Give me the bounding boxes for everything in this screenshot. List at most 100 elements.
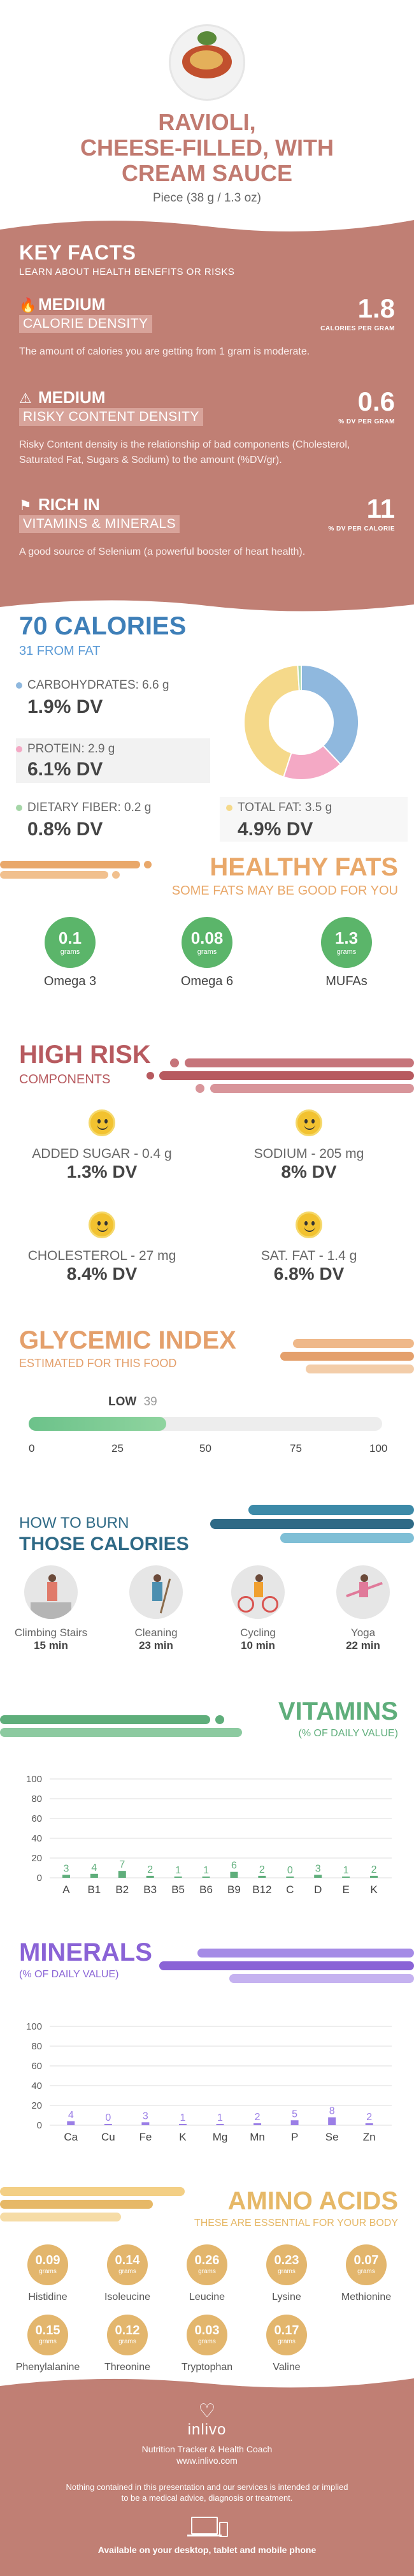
healthy-fats-section: HEALTHY FATS SOME FATS MAY BE GOOD FOR Y… <box>0 848 414 1001</box>
bar-value-label: 1 <box>175 1865 181 1876</box>
smiley-icon <box>89 1109 115 1136</box>
healthy-fats-title: HEALTHY FATS <box>210 853 398 881</box>
fact-value: 11 <box>366 494 395 523</box>
vitamins-title: VITAMINS <box>278 1697 398 1725</box>
burn-time: 10 min <box>241 1639 275 1651</box>
glycemic-ticks: 0 25 50 75 100 <box>29 1442 387 1455</box>
burn-title-2: THOSE CALORIES <box>19 1533 189 1555</box>
amino-grid: 0.09 grams Histidine 0.14 grams Isoleucine 0.2… <box>0 2244 414 2373</box>
minerals-subtitle: (% OF DAILY VALUE) <box>19 1969 119 1980</box>
bar <box>342 1877 350 1878</box>
x-tick-label: Fe <box>139 2131 152 2143</box>
risk-dv: 8% DV <box>281 1162 337 1182</box>
x-tick-label: K <box>370 1884 378 1896</box>
smiley-icon <box>296 1109 322 1136</box>
y-tick-label: 40 <box>31 2081 42 2091</box>
x-tick-label: B1 <box>87 1884 101 1896</box>
smiley-icon <box>89 1211 115 1238</box>
amino-circle: 0.14 grams <box>107 2244 148 2285</box>
burn-time: 23 min <box>139 1639 173 1651</box>
fact-unit: % DV PER GRAM <box>338 418 395 425</box>
bar <box>370 1875 378 1878</box>
amino-value: 0.09 <box>35 2253 61 2267</box>
carbs-dv: 1.9% DV <box>27 696 103 717</box>
cleaning-icon <box>129 1565 183 1619</box>
fact-calorie-density: 🔥 MEDIUM CALORIE DENSITY 1.8 CALORIES PE… <box>19 293 395 370</box>
amino-circle: 0.17 grams <box>266 2315 307 2355</box>
fiber-dv: 0.8% DV <box>27 819 103 840</box>
glycemic-fill <box>29 1417 167 1431</box>
bar <box>118 1871 126 1878</box>
bar-value-label: 1 <box>203 1865 209 1876</box>
x-tick-label: E <box>342 1884 349 1896</box>
risk-dv: 6.8% DV <box>273 1264 345 1284</box>
amino-unit: grams <box>278 2268 296 2275</box>
burn-label: Cycling <box>240 1627 276 1639</box>
bar-value-label: 2 <box>371 1864 377 1875</box>
x-tick-label: B3 <box>143 1884 157 1896</box>
amino-circle: 0.12 grams <box>107 2315 148 2355</box>
x-tick-label: Mg <box>213 2131 228 2143</box>
x-tick-label: Mn <box>250 2131 265 2143</box>
amino-item: 0.09 grams Histidine <box>10 2244 86 2303</box>
amino-unit: grams <box>198 2338 216 2345</box>
risk-sodium: SODIUM - 205 mg 8% DV <box>226 1109 392 1182</box>
fact-value: 0.6 <box>357 386 395 416</box>
glycemic-value: 39 <box>143 1395 157 1409</box>
fact-label: RISKY CONTENT DENSITY <box>19 408 203 426</box>
minerals-section: MINERALS (% OF DAILY VALUE) 100 80 60 40 20 0… <box>0 1926 414 2168</box>
header: RAVIOLI, CHEESE-FILLED, WITH CREAM SAUCE… <box>0 0 414 220</box>
page-title: RAVIOLI, CHEESE-FILLED, WITH CREAM SAUCE <box>80 109 334 186</box>
risk-cholesterol: CHOLESTEROL - 27 mg 8.4% DV <box>19 1211 185 1284</box>
fat-value: 0.08 <box>190 928 224 948</box>
burn-time: 15 min <box>34 1639 68 1651</box>
calories-subtitle: 31 FROM FAT <box>19 644 101 658</box>
risk-label: ADDED SUGAR - 0.4 g <box>32 1146 172 1161</box>
bar-value-label: 1 <box>217 2112 223 2123</box>
fact-desc: Risky Content density is the relationshi… <box>19 439 350 465</box>
amino-unit: grams <box>118 2338 136 2345</box>
amino-value: 0.07 <box>353 2253 379 2267</box>
protein-block: PROTEIN: 2.9 g 6.1% DV <box>16 738 210 783</box>
protein-dv: 6.1% DV <box>27 759 103 780</box>
amino-item: 0.26 grams Leucine <box>169 2244 245 2303</box>
fat-value: 1.3 <box>334 928 359 948</box>
fat-item-omega3: 0.1 grams Omega 3 <box>32 917 108 989</box>
amino-title: AMINO ACIDS <box>227 2187 398 2215</box>
y-tick-label: 100 <box>26 2021 42 2032</box>
available-text: Available on your desktop, tablet and mo… <box>97 2545 317 2555</box>
amino-value: 0.15 <box>35 2324 61 2338</box>
x-tick-label: P <box>291 2131 298 2143</box>
heart-logo-icon: ♡ <box>198 2401 216 2422</box>
burn-label: Cleaning <box>134 1627 178 1639</box>
fact-desc: The amount of calories you are getting f… <box>19 346 310 357</box>
y-tick-label: 60 <box>31 2061 42 2072</box>
gi-tick: 0 <box>29 1442 35 1454</box>
amino-circle: 0.07 grams <box>346 2244 387 2285</box>
amino-unit: grams <box>118 2268 136 2275</box>
disclaimer-2: to be a medical advice, diagnosis or tre… <box>121 2493 293 2503</box>
amino-value: 0.17 <box>274 2324 299 2338</box>
y-tick-label: 40 <box>31 1833 42 1844</box>
minerals-stripes <box>159 1949 414 1983</box>
amino-value: 0.03 <box>194 2324 220 2338</box>
serving-size: Piece (38 g / 1.3 oz) <box>152 191 262 205</box>
x-tick-label: B9 <box>227 1884 241 1896</box>
minerals-title: MINERALS <box>19 1938 152 1966</box>
footer: ♡ inlivo Nutrition Tracker & Health Coac… <box>0 2395 414 2576</box>
key-facts-wave <box>0 220 414 242</box>
vitamins-chart: 100 80 60 40 20 0 3 A 4 B1 7 B2 2 B3 1 B5 1 B6 6 B9 2 B12 0 C 3 D… <box>26 1774 392 1896</box>
glycemic-title: GLYCEMIC INDEX <box>19 1326 236 1354</box>
burn-label: Yoga <box>350 1627 376 1639</box>
amino-value: 0.12 <box>115 2324 140 2338</box>
calories-title: 70 CALORIES <box>19 612 187 640</box>
amino-label: Tryptophan <box>181 2362 233 2373</box>
bar-value-label: 3 <box>64 1863 69 1874</box>
minerals-chart: 100 80 60 40 20 0 4 Ca 0 Cu 3 Fe 1 K 1 Mg 2 Mn 5 P 8 Se 2 Zn <box>26 2021 392 2143</box>
bar <box>104 2124 112 2125</box>
gi-tick: 100 <box>369 1442 388 1454</box>
key-facts-section: KEY FACTS LEARN ABOUT HEALTH BENEFITS OR… <box>0 241 414 598</box>
amino-value: 0.14 <box>115 2253 140 2267</box>
bar <box>141 2122 150 2125</box>
x-tick-label: B12 <box>252 1884 271 1896</box>
